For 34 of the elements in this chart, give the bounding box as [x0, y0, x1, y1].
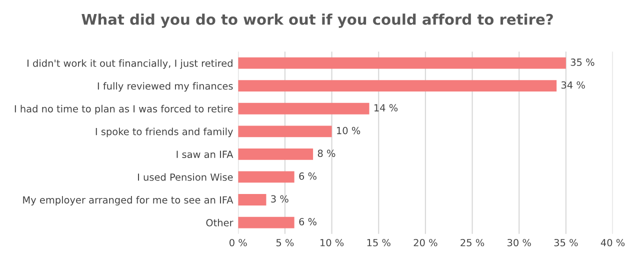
data-label: 10 % [337, 126, 360, 134]
x-tick-label: 30 % [508, 238, 531, 246]
bar [238, 80, 557, 92]
bar [238, 57, 566, 69]
y-tick-label: I spoke to friends and family [96, 128, 233, 138]
y-tick-label: My employer arranged for me to see an IFA [23, 196, 234, 206]
x-tick-label: 35 % [554, 238, 578, 246]
data-label: 34 % [561, 81, 585, 89]
data-label: 3 % [271, 195, 288, 203]
y-tick-label: I fully reviewed my finances [98, 82, 233, 92]
data-label: 8 % [318, 150, 336, 158]
y-tick-label: Other [206, 218, 234, 226]
bar [238, 126, 332, 138]
bar [238, 216, 294, 228]
data-label: 35 % [570, 58, 594, 66]
x-tick-label: 0 % [230, 238, 247, 246]
x-tick-label: 15 % [367, 238, 390, 246]
y-tick-label: I saw an IFA [176, 150, 234, 158]
x-tick-label: 5 % [276, 238, 294, 246]
x-tick-label: 25 % [460, 238, 484, 246]
data-label: 14 % [374, 104, 398, 112]
bar [238, 102, 370, 114]
bar [238, 148, 314, 160]
chart-title: What did you do to work out if you could afford to retire? [82, 14, 553, 28]
data-label: 6 % [299, 172, 316, 180]
bar [238, 194, 266, 206]
bar [238, 171, 294, 183]
x-tick-label: 40 % [600, 238, 625, 246]
y-tick-label: I didn't work it out financially, I just retired [28, 59, 232, 69]
x-tick-label: 10 % [320, 238, 344, 246]
x-tick-label: 20 % [414, 238, 438, 246]
y-tick-label: I used Pension Wise [138, 173, 233, 181]
data-label: 6 % [299, 218, 316, 226]
y-tick-label: I had no time to plan as I was forced to retire [14, 104, 233, 114]
